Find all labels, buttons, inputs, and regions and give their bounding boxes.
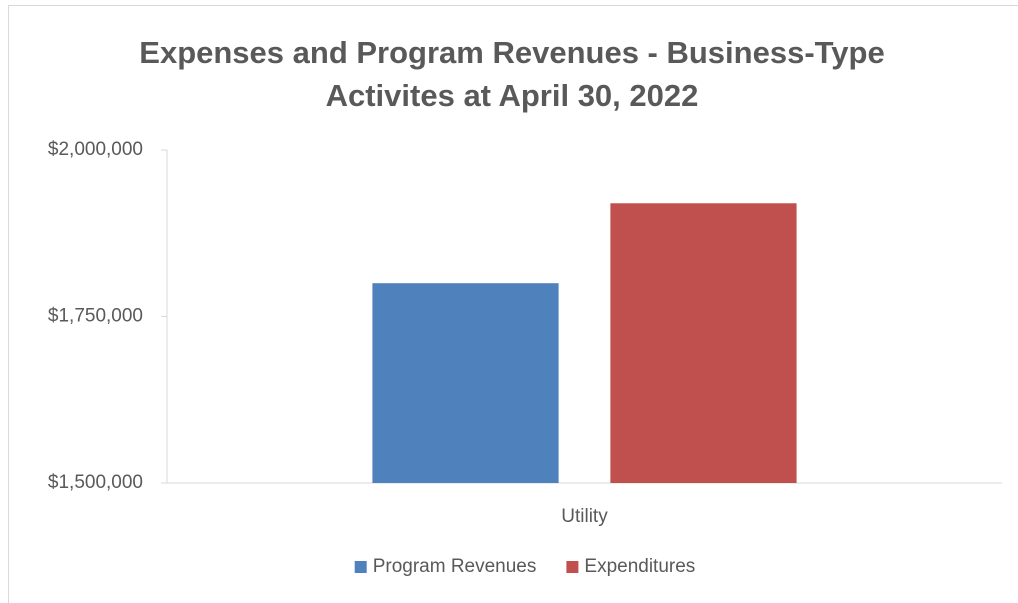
bar (610, 203, 797, 483)
legend-label: Program Revenues (373, 556, 537, 577)
y-tick-label: $2,000,000 (48, 139, 143, 160)
y-tick-label: $1,500,000 (48, 472, 143, 493)
legend-label: Expenditures (584, 556, 695, 577)
legend-swatch (354, 561, 367, 573)
bar (372, 283, 559, 483)
y-tick-label: $1,750,000 (48, 306, 143, 327)
x-tick-label: Utility (561, 506, 608, 527)
chart-title: Activites at April 30, 2022 (326, 78, 699, 113)
chart-title: Expenses and Program Revenues - Business… (139, 35, 884, 70)
legend-swatch (566, 561, 579, 573)
